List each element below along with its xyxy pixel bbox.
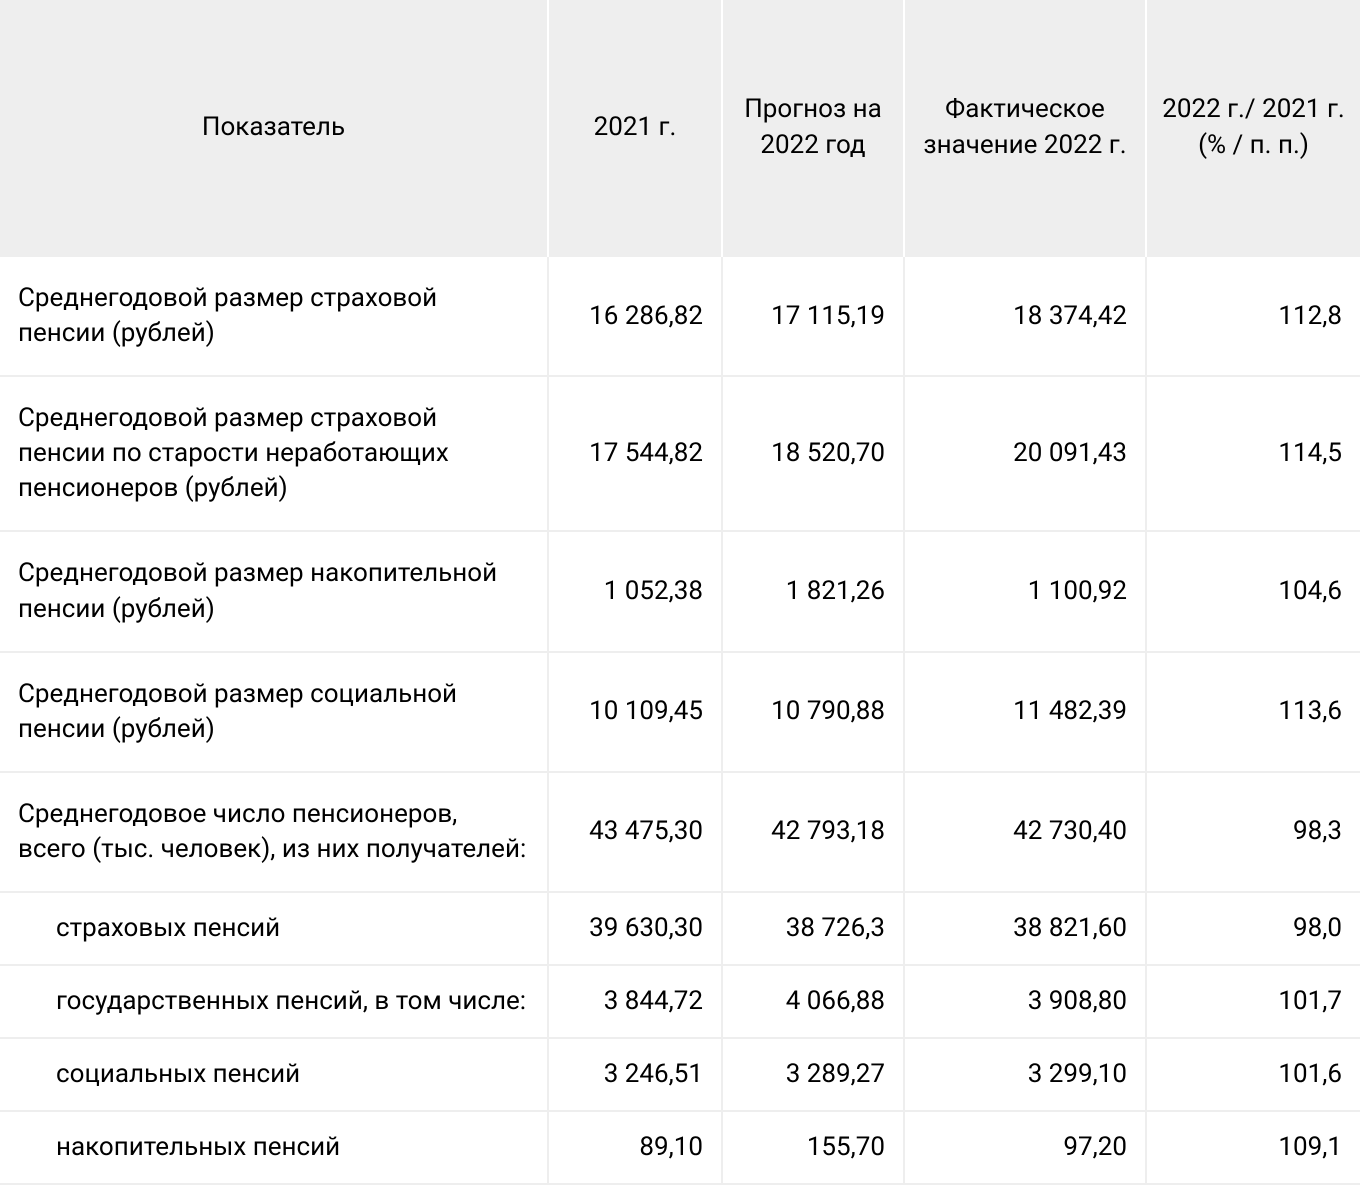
table-row: Среднегодовой размер страховой пенсии (р… — [0, 256, 1360, 376]
cell-label: накопительных пенсий — [0, 1111, 548, 1184]
cell-a2022: 1 100,92 — [904, 531, 1146, 651]
cell-ratio: 113,6 — [1146, 652, 1360, 772]
cell-a2022: 97,20 — [904, 1111, 1146, 1184]
cell-f2022: 17 115,19 — [722, 256, 904, 376]
cell-label: Среднегодовой размер накопительной пенси… — [0, 531, 548, 651]
col-header-2021: 2021 г. — [548, 0, 722, 256]
cell-a2022: 3 908,80 — [904, 965, 1146, 1038]
cell-2021: 16 286,82 — [548, 256, 722, 376]
table-row: страховых пенсий 39 630,30 38 726,3 38 8… — [0, 892, 1360, 965]
cell-f2022: 38 726,3 — [722, 892, 904, 965]
cell-ratio: 98,3 — [1146, 772, 1360, 892]
table-row: Среднегодовой размер накопительной пенси… — [0, 531, 1360, 651]
cell-a2022: 3 299,10 — [904, 1038, 1146, 1111]
cell-f2022: 3 289,27 — [722, 1038, 904, 1111]
cell-f2022: 1 821,26 — [722, 531, 904, 651]
cell-2021: 1 052,38 — [548, 531, 722, 651]
cell-ratio: 101,7 — [1146, 965, 1360, 1038]
cell-f2022: 10 790,88 — [722, 652, 904, 772]
cell-2021: 89,10 — [548, 1111, 722, 1184]
table-row: Среднегодовой размер страховой пенсии по… — [0, 376, 1360, 531]
cell-f2022: 18 520,70 — [722, 376, 904, 531]
cell-label: Среднегодовое число пенсионеров, всего (… — [0, 772, 548, 892]
cell-2021: 39 630,30 — [548, 892, 722, 965]
col-header-ratio: 2022 г./ 2021 г. (% / п. п.) — [1146, 0, 1360, 256]
cell-2021: 43 475,30 — [548, 772, 722, 892]
cell-a2022: 20 091,43 — [904, 376, 1146, 531]
cell-2021: 3 844,72 — [548, 965, 722, 1038]
table-row: Среднегодовой размер социальной пенсии (… — [0, 652, 1360, 772]
cell-label: государственных пенсий, в том числе: — [0, 965, 548, 1038]
cell-label: Среднегодовой размер социальной пенсии (… — [0, 652, 548, 772]
cell-label: социальных пенсий — [0, 1038, 548, 1111]
cell-ratio: 112,8 — [1146, 256, 1360, 376]
cell-a2022: 11 482,39 — [904, 652, 1146, 772]
cell-ratio: 101,6 — [1146, 1038, 1360, 1111]
cell-2021: 17 544,82 — [548, 376, 722, 531]
cell-label: страховых пенсий — [0, 892, 548, 965]
cell-ratio: 98,0 — [1146, 892, 1360, 965]
cell-ratio: 109,1 — [1146, 1111, 1360, 1184]
cell-label: Среднегодовой размер страховой пенсии по… — [0, 376, 548, 531]
cell-a2022: 42 730,40 — [904, 772, 1146, 892]
cell-a2022: 18 374,42 — [904, 256, 1146, 376]
cell-a2022: 38 821,60 — [904, 892, 1146, 965]
table-header: Показатель 2021 г. Прогноз на 2022 год Ф… — [0, 0, 1360, 256]
cell-ratio: 104,6 — [1146, 531, 1360, 651]
col-header-forecast: Прогноз на 2022 год — [722, 0, 904, 256]
table-row: накопительных пенсий 89,10 155,70 97,20 … — [0, 1111, 1360, 1184]
cell-2021: 3 246,51 — [548, 1038, 722, 1111]
col-header-indicator: Показатель — [0, 0, 548, 256]
cell-2021: 10 109,45 — [548, 652, 722, 772]
table-row: социальных пенсий 3 246,51 3 289,27 3 29… — [0, 1038, 1360, 1111]
col-header-actual: Фактическое значение 2022 г. — [904, 0, 1146, 256]
pension-indicators-table: Показатель 2021 г. Прогноз на 2022 год Ф… — [0, 0, 1360, 1185]
table-row: Среднегодовое число пенсионеров, всего (… — [0, 772, 1360, 892]
table-body: Среднегодовой размер страховой пенсии (р… — [0, 256, 1360, 1184]
cell-f2022: 4 066,88 — [722, 965, 904, 1038]
cell-ratio: 114,5 — [1146, 376, 1360, 531]
cell-label: Среднегодовой размер страховой пенсии (р… — [0, 256, 548, 376]
cell-f2022: 42 793,18 — [722, 772, 904, 892]
cell-f2022: 155,70 — [722, 1111, 904, 1184]
table-row: государственных пенсий, в том числе: 3 8… — [0, 965, 1360, 1038]
